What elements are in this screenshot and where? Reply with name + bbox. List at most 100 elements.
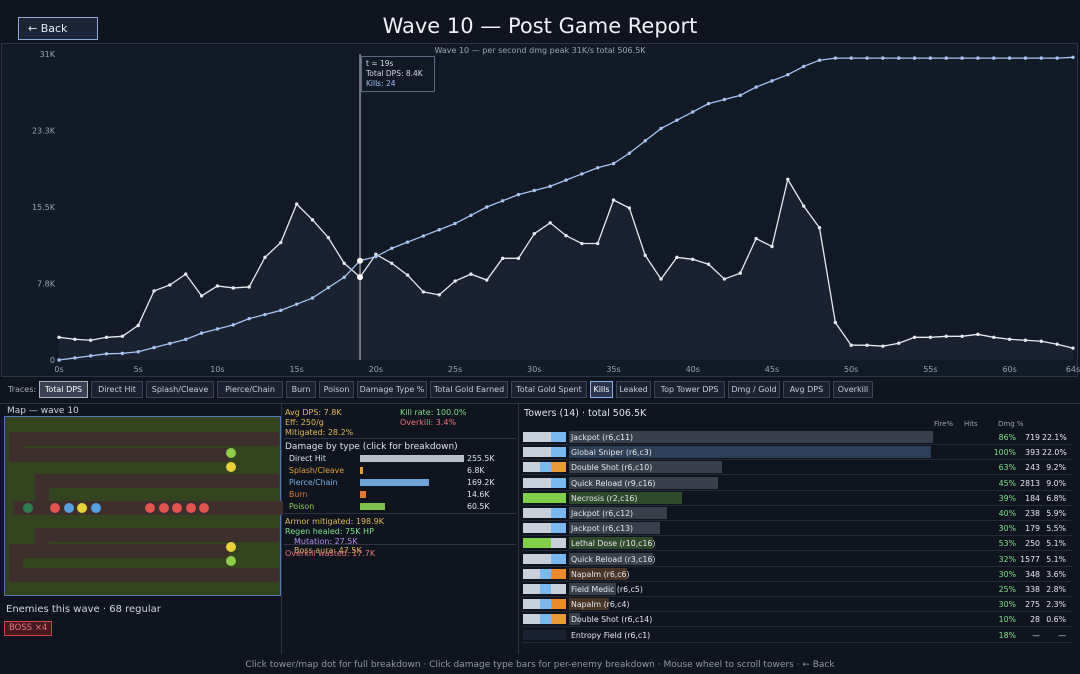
enemy-dot[interactable] [145, 503, 155, 513]
tower-row[interactable]: Jackpot (r6,c13) 30% 179 5.5% [522, 521, 1072, 537]
tower-fire-pct: 39% [998, 493, 1016, 503]
tab-total-gold-spent[interactable]: Total Gold Spent [511, 381, 587, 398]
map-path [9, 544, 229, 558]
tower-icon [523, 614, 566, 625]
tower-icon [523, 629, 566, 640]
tab-top-tower-dps[interactable]: Top Tower DPS [654, 381, 725, 398]
kills-point [168, 341, 172, 346]
damage-type-bar[interactable] [360, 467, 364, 474]
chart-tooltip: t = 19s Total DPS: 8.4K Kills: 24 [361, 56, 435, 92]
enemy-dot[interactable] [226, 542, 236, 552]
damage-type-row[interactable]: Pierce/Chain 169.2K [289, 478, 515, 488]
tower-hits: 393 [1025, 448, 1040, 458]
damage-type-bar[interactable] [360, 491, 367, 498]
tab-kills[interactable]: Kills [590, 381, 613, 398]
tower-row[interactable]: Necrosis (r2,c16) 39% 184 6.8% [522, 491, 1072, 506]
tower-hits: 338 [1025, 585, 1040, 594]
damage-type-bar[interactable] [360, 455, 464, 462]
tower-hits: 243 [1025, 463, 1040, 473]
kills-point [881, 56, 885, 60]
dps-point [564, 233, 568, 238]
damage-type-bar[interactable] [360, 503, 385, 510]
tab-burn[interactable]: Burn [286, 381, 316, 398]
tower-hits: 275 [1025, 600, 1040, 610]
y-tick-label: 15.5K [32, 203, 56, 212]
tab-direct-hit[interactable]: Direct Hit [91, 381, 143, 398]
map-path [9, 568, 279, 582]
damage-type-row[interactable]: Poison 60.5K [289, 502, 515, 512]
enemy-dot[interactable] [23, 503, 33, 513]
mutation: Mutation: 27.5K [294, 537, 358, 546]
enemy-dot[interactable] [64, 503, 74, 513]
tab-overkill[interactable]: Overkill [833, 381, 873, 398]
tower-dmg-pct: 2.8% [1046, 585, 1066, 594]
enemy-dot[interactable] [226, 556, 236, 566]
damage-type-bar[interactable] [360, 479, 429, 486]
tower-hits: 184 [1025, 493, 1040, 503]
dps-point [57, 335, 61, 339]
dps-point [754, 236, 758, 241]
tower-row[interactable]: Lethal Dose (r10,c16) 53% 250 5.1% [522, 536, 1072, 552]
tower-icon [523, 508, 566, 518]
tower-row[interactable]: Global Sniper (r6,c3) 100% 393 22.0% [522, 445, 1072, 461]
line-chart[interactable]: 0 7.8K 15.5K 23.3K 31K 0s 5s 10s 15s 20s 25s 30s 35s… [0, 0, 1080, 380]
tower-row[interactable]: Double Shot (r6,c10) 63% 243 9.2% [522, 460, 1072, 476]
tab-splash-cleave[interactable]: Splash/Cleave [146, 381, 214, 398]
overkill-pct: Overkill: 3.4% [400, 418, 457, 427]
enemy-dot[interactable] [159, 503, 169, 513]
tab-total-dps[interactable]: Total DPS [39, 381, 88, 398]
tower-name: Necrosis (r2,c16) [571, 493, 638, 503]
kills-point [897, 56, 901, 60]
tower-row[interactable]: Quick Reload (r9,c16) 45% 2813 9.0% [522, 476, 1072, 491]
enemy-dot[interactable] [50, 503, 60, 513]
tab-dmg-gold[interactable]: Dmg / Gold [728, 381, 780, 398]
kills-point [786, 72, 790, 77]
dps-point [865, 343, 869, 347]
tower-hits: 238 [1025, 509, 1040, 518]
back-button[interactable]: ← Back [18, 17, 98, 40]
enemy-dot[interactable] [186, 503, 196, 513]
tab-avg-dps[interactable]: Avg DPS [783, 381, 830, 398]
tower-fire-pct: 45% [998, 478, 1016, 488]
enemy-dot[interactable] [91, 503, 101, 513]
enemy-dot[interactable] [172, 503, 182, 513]
tower-row[interactable]: Jackpot (r6,c12) 40% 238 5.9% [522, 506, 1072, 521]
kills-point [231, 323, 235, 327]
tab-total-gold-earned[interactable]: Total Gold Earned [430, 381, 508, 398]
armor-mitigated: Armor mitigated: 198.9K [285, 517, 385, 526]
x-tick-label: 50s [844, 365, 858, 374]
tower-row[interactable]: Jackpot (r6,c11) 86% 719 22.1% [522, 430, 1072, 445]
tower-row[interactable]: Napalm (r6,c6) 30% 348 3.6% [522, 567, 1072, 582]
tower-dmg-pct: 22.0% [1042, 448, 1067, 458]
enemy-dot[interactable] [199, 503, 209, 513]
tab-leaked[interactable]: Leaked [616, 381, 651, 398]
dps-point [342, 261, 346, 265]
enemy-dot[interactable] [77, 503, 87, 513]
kills-point [469, 213, 473, 217]
damage-type-name: Direct Hit [289, 454, 326, 463]
page-title: Wave 10 — Post Game Report [382, 14, 698, 38]
tower-icon [523, 553, 566, 564]
dmg-header: Dmg % [998, 420, 1024, 428]
damage-type-row[interactable]: Burn 14.6K [289, 490, 515, 500]
tower-icon [523, 447, 566, 458]
tower-row[interactable]: Quick Reload (r3,c16) 32% 1577 5.1% [522, 552, 1072, 567]
tower-dmg-pct: 2.3% [1046, 600, 1066, 610]
damage-type-title: Damage by type (click for breakdown) [285, 442, 458, 452]
damage-type-row[interactable]: Direct Hit 255.5K [289, 454, 515, 464]
enemy-dot[interactable] [226, 462, 236, 472]
tab-damage-type-[interactable]: Damage Type % [357, 381, 427, 398]
wave-map[interactable] [4, 416, 283, 596]
tab-pierce-chain[interactable]: Pierce/Chain [217, 381, 283, 398]
tower-row[interactable]: Field Medic (r6,c5) 25% 338 2.8% [522, 582, 1072, 597]
tower-row[interactable]: Napalm (r6,c4) 30% 275 2.3% [522, 597, 1072, 613]
tower-row[interactable]: Double Shot (r6,c14) 10% 28 0.6% [522, 612, 1072, 628]
tab-poison[interactable]: Poison [319, 381, 354, 398]
boss-badge[interactable]: BOSS ×4 [4, 621, 53, 636]
damage-type-row[interactable]: Splash/Cleave 6.8K [289, 466, 515, 476]
enemy-dot[interactable] [226, 448, 236, 458]
x-tick-label: 35s [606, 365, 620, 374]
kills-point [865, 56, 869, 60]
dps-point [120, 334, 125, 339]
tower-row[interactable]: Entropy Field (r6,c1) 18% — — [522, 628, 1072, 643]
